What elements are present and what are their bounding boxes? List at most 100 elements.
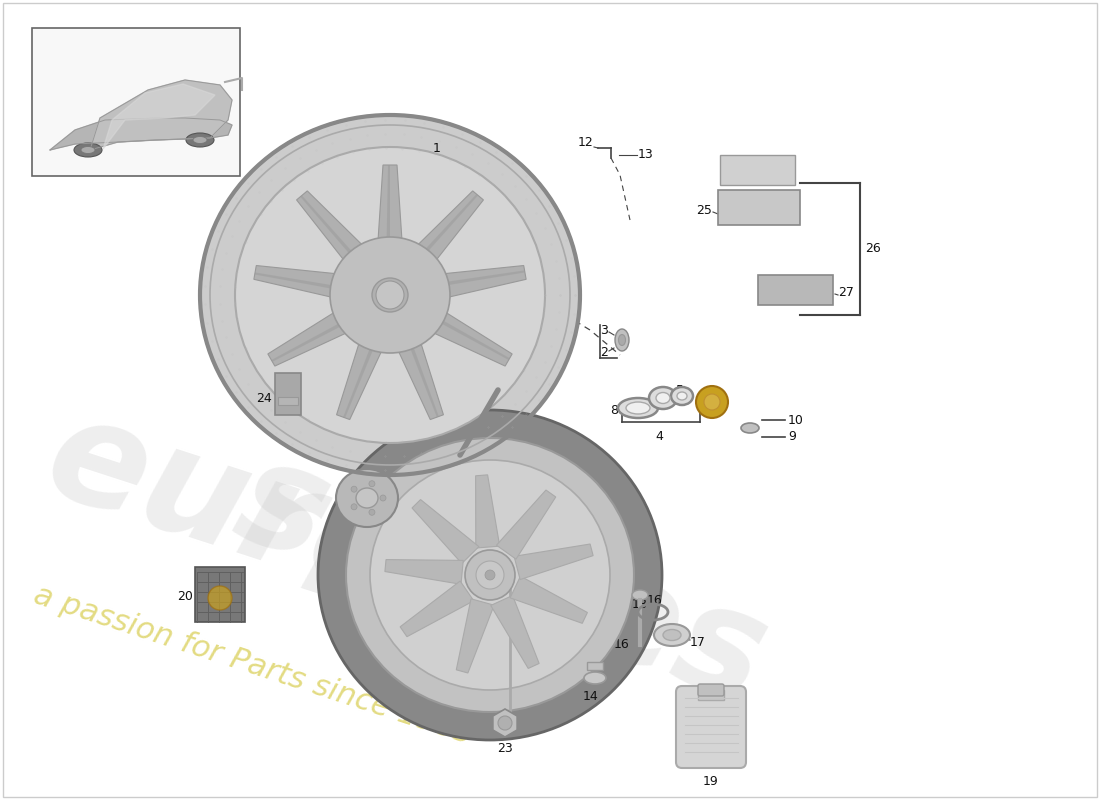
Polygon shape bbox=[268, 295, 376, 366]
Text: 14: 14 bbox=[583, 690, 598, 703]
Ellipse shape bbox=[618, 398, 658, 418]
Bar bbox=[195, 567, 245, 622]
Text: 8: 8 bbox=[610, 403, 618, 417]
Polygon shape bbox=[386, 165, 390, 271]
Text: 19: 19 bbox=[703, 775, 719, 788]
Text: 21: 21 bbox=[482, 610, 497, 622]
Polygon shape bbox=[493, 709, 517, 737]
Circle shape bbox=[704, 394, 720, 410]
Circle shape bbox=[376, 281, 404, 309]
Bar bbox=[275, 373, 301, 415]
Bar bbox=[587, 662, 603, 670]
Polygon shape bbox=[255, 273, 366, 295]
Text: 4: 4 bbox=[656, 430, 663, 443]
Polygon shape bbox=[400, 581, 474, 637]
Ellipse shape bbox=[656, 393, 670, 403]
Polygon shape bbox=[385, 313, 443, 419]
Polygon shape bbox=[398, 316, 439, 417]
Bar bbox=[278, 397, 298, 405]
Circle shape bbox=[368, 481, 375, 486]
Ellipse shape bbox=[618, 334, 626, 346]
Text: 18: 18 bbox=[632, 598, 648, 610]
Polygon shape bbox=[254, 266, 368, 305]
Text: a passion for Parts since 1985: a passion for Parts since 1985 bbox=[30, 580, 476, 750]
Ellipse shape bbox=[346, 438, 634, 712]
Polygon shape bbox=[491, 595, 539, 669]
Ellipse shape bbox=[741, 423, 759, 433]
Bar bbox=[698, 690, 724, 700]
Text: 16: 16 bbox=[614, 638, 630, 651]
Text: 13: 13 bbox=[638, 149, 653, 162]
Text: 3: 3 bbox=[601, 323, 608, 337]
Bar bbox=[718, 190, 800, 225]
Text: 11: 11 bbox=[434, 454, 450, 466]
Text: 16: 16 bbox=[647, 594, 662, 606]
Text: 10: 10 bbox=[788, 414, 804, 426]
Text: 1: 1 bbox=[433, 142, 441, 154]
Ellipse shape bbox=[372, 278, 408, 312]
Polygon shape bbox=[103, 84, 214, 149]
Polygon shape bbox=[297, 191, 385, 286]
Polygon shape bbox=[404, 295, 513, 366]
Circle shape bbox=[476, 561, 504, 589]
Polygon shape bbox=[412, 270, 525, 291]
Text: 12: 12 bbox=[578, 137, 593, 150]
Text: 23: 23 bbox=[497, 742, 513, 755]
Text: 26: 26 bbox=[865, 242, 881, 254]
Polygon shape bbox=[395, 191, 483, 286]
Text: 2: 2 bbox=[601, 346, 608, 359]
Text: spares: spares bbox=[220, 428, 784, 732]
Bar bbox=[720, 155, 795, 185]
Polygon shape bbox=[514, 544, 593, 579]
Polygon shape bbox=[410, 303, 509, 360]
Text: 24: 24 bbox=[256, 391, 272, 405]
Polygon shape bbox=[300, 195, 375, 279]
Ellipse shape bbox=[663, 630, 681, 641]
Circle shape bbox=[498, 716, 512, 730]
Polygon shape bbox=[337, 313, 395, 419]
Bar bbox=[32, 28, 240, 176]
Polygon shape bbox=[343, 318, 386, 418]
FancyBboxPatch shape bbox=[676, 686, 746, 768]
Circle shape bbox=[208, 586, 232, 610]
Bar bbox=[758, 275, 833, 305]
Ellipse shape bbox=[632, 590, 648, 600]
Ellipse shape bbox=[192, 137, 207, 143]
Ellipse shape bbox=[186, 133, 214, 147]
Ellipse shape bbox=[200, 115, 580, 475]
Ellipse shape bbox=[356, 488, 378, 508]
Circle shape bbox=[368, 510, 375, 515]
Circle shape bbox=[485, 570, 495, 580]
Text: 17: 17 bbox=[690, 635, 706, 649]
Ellipse shape bbox=[654, 624, 690, 646]
Text: 15: 15 bbox=[565, 638, 581, 651]
Text: 27: 27 bbox=[838, 286, 854, 298]
Ellipse shape bbox=[649, 387, 676, 409]
Text: euro: euro bbox=[30, 385, 430, 635]
Polygon shape bbox=[456, 599, 494, 673]
Ellipse shape bbox=[615, 329, 629, 351]
Text: 15: 15 bbox=[340, 479, 356, 493]
Circle shape bbox=[379, 495, 386, 501]
Polygon shape bbox=[475, 475, 499, 548]
Ellipse shape bbox=[336, 469, 398, 527]
Ellipse shape bbox=[330, 237, 450, 353]
Ellipse shape bbox=[81, 146, 95, 154]
Polygon shape bbox=[385, 559, 463, 584]
Polygon shape bbox=[376, 165, 404, 271]
Ellipse shape bbox=[584, 672, 606, 684]
Polygon shape bbox=[50, 118, 232, 150]
Text: 5: 5 bbox=[676, 383, 684, 397]
Polygon shape bbox=[510, 576, 587, 623]
Polygon shape bbox=[90, 80, 232, 150]
Polygon shape bbox=[496, 490, 556, 559]
Circle shape bbox=[351, 486, 358, 492]
Ellipse shape bbox=[626, 402, 650, 414]
Polygon shape bbox=[411, 266, 526, 305]
Ellipse shape bbox=[318, 410, 662, 740]
Text: 25: 25 bbox=[696, 203, 712, 217]
Ellipse shape bbox=[676, 392, 688, 400]
Text: 20: 20 bbox=[177, 590, 192, 603]
Polygon shape bbox=[403, 194, 478, 277]
Text: 9: 9 bbox=[788, 430, 796, 443]
